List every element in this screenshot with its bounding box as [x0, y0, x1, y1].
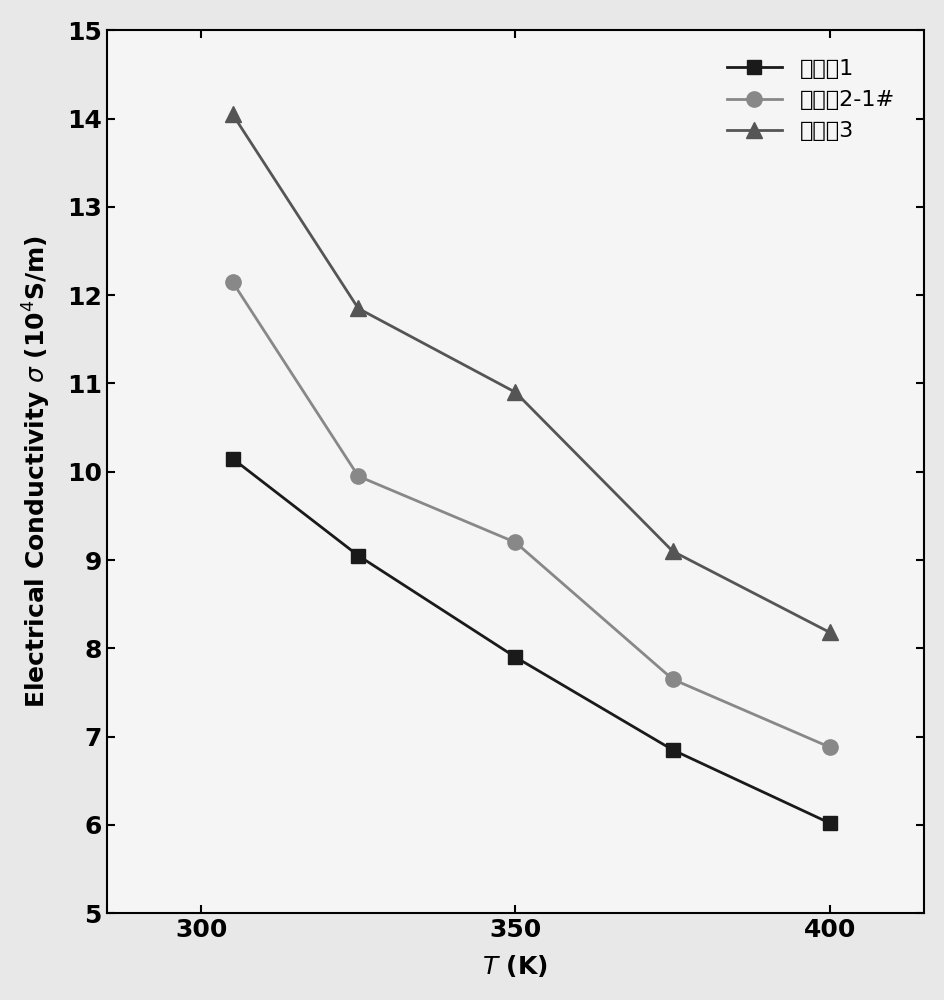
X-axis label: $\mathit{T}$ (K): $\mathit{T}$ (K) [482, 953, 548, 979]
Legend: 实施例1, 实施例2-1#, 实施例3: 实施例1, 实施例2-1#, 实施例3 [708, 41, 912, 159]
实施例1 [823, 817, 834, 829]
实施例3 [666, 545, 678, 557]
实施例1 [227, 453, 238, 465]
实施例1 [352, 550, 363, 562]
实施例1 [666, 744, 678, 756]
Y-axis label: Electrical Conductivity $\sigma$ (10$^4$S/m): Electrical Conductivity $\sigma$ (10$^4$… [21, 235, 53, 708]
实施例2-1# [823, 741, 834, 753]
实施例3 [352, 302, 363, 314]
Line: 实施例1: 实施例1 [226, 452, 836, 830]
Line: 实施例2-1#: 实施例2-1# [225, 274, 836, 755]
实施例2-1# [509, 536, 520, 548]
实施例3 [509, 386, 520, 398]
Line: 实施例3: 实施例3 [225, 107, 836, 640]
实施例2-1# [352, 470, 363, 482]
实施例2-1# [227, 276, 238, 288]
实施例1 [509, 651, 520, 663]
实施例3 [823, 626, 834, 638]
实施例2-1# [666, 673, 678, 685]
实施例3 [227, 108, 238, 120]
